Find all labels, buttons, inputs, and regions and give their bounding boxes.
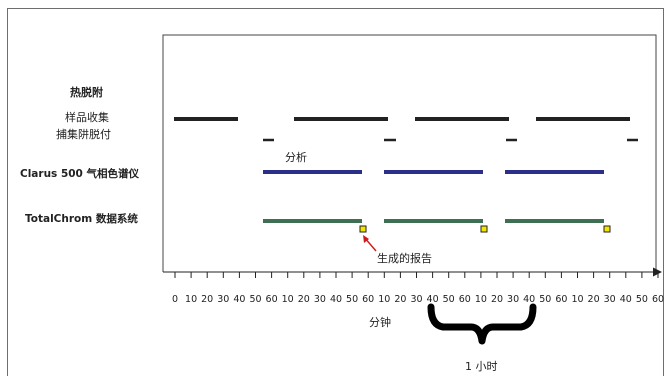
- x-tick-label: 60: [652, 294, 664, 305]
- label-sample-collection: 样品收集: [65, 110, 109, 124]
- x-tick-label: 20: [394, 294, 406, 305]
- x-tick-label: 60: [266, 294, 278, 305]
- x-tick-label: 50: [539, 294, 551, 305]
- x-tick-label: 60: [555, 294, 567, 305]
- x-tick-label: 50: [636, 294, 648, 305]
- report-marker: [359, 225, 367, 233]
- x-tick-label: 30: [314, 294, 326, 305]
- diagram-frame: [7, 8, 664, 376]
- x-tick-label: 40: [523, 294, 535, 305]
- x-tick-label: 10: [571, 294, 583, 305]
- x-tick-label: 50: [249, 294, 261, 305]
- x-tick-label: 10: [185, 294, 197, 305]
- x-tick-label: 50: [443, 294, 455, 305]
- report-marker: [480, 225, 488, 233]
- x-tick-label: 20: [491, 294, 503, 305]
- x-tick-label: 60: [459, 294, 471, 305]
- x-tick-label: 50: [346, 294, 358, 305]
- label-gc: Clarus 500 气相色谱仪: [20, 167, 140, 180]
- label-data-system: TotalChrom 数据系统: [25, 212, 138, 225]
- label-thermal-desorption: 热脱附: [70, 85, 103, 99]
- x-tick-label: 20: [298, 294, 310, 305]
- x-tick-label: 40: [620, 294, 632, 305]
- x-tick-label: 30: [604, 294, 616, 305]
- label-one-hour: 1 小时: [465, 360, 498, 373]
- x-tick-label: 30: [217, 294, 229, 305]
- one-hour-brace: [427, 303, 537, 345]
- x-tick-label: 40: [330, 294, 342, 305]
- label-analysis: 分析: [285, 150, 307, 164]
- label-trap-desorption: 捕集阱脱付: [56, 127, 111, 141]
- x-axis-ticks: 0 10 20 30 40 50 60 10 20 30 40 50 60 10 20 30 40 50 60 10 2…: [172, 272, 664, 305]
- x-tick-label: 20: [201, 294, 213, 305]
- x-tick-label: 40: [233, 294, 245, 305]
- report-marker: [603, 225, 611, 233]
- x-tick-label: 10: [378, 294, 390, 305]
- x-tick-label: 10: [475, 294, 487, 305]
- axis-label-minutes: 分钟: [369, 315, 391, 329]
- x-tick-label: 30: [410, 294, 422, 305]
- plot-area-border: [162, 34, 657, 272]
- x-tick-label: 10: [282, 294, 294, 305]
- x-tick-label: 60: [362, 294, 374, 305]
- x-tick-label: 40: [427, 294, 439, 305]
- x-tick-label: 30: [507, 294, 519, 305]
- x-tick-label: 0: [172, 294, 178, 305]
- label-report: 生成的报告: [377, 251, 432, 265]
- x-tick-label: 20: [588, 294, 600, 305]
- report-arrowhead: [363, 235, 369, 243]
